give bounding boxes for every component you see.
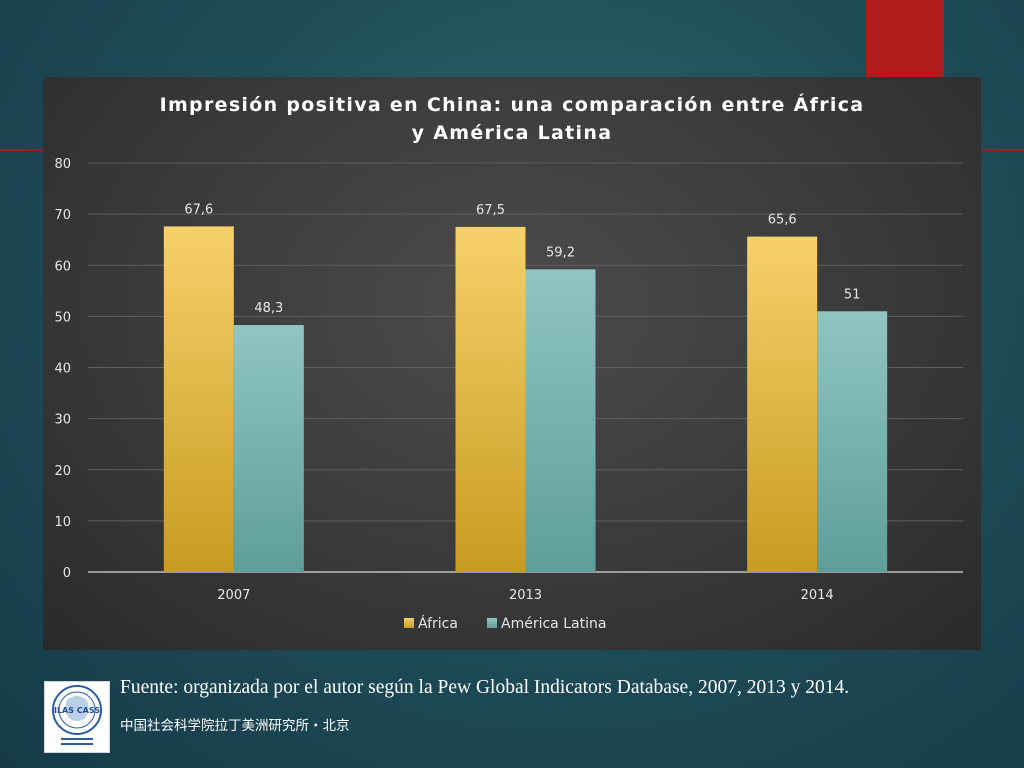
bar-africa-2014 [747,236,818,572]
y-tick-label: 70 [54,208,71,223]
data-label-africa-2007: 67,6 [184,202,213,217]
bar-africa-2007 [163,226,234,572]
chart-title-line-2: y América Latina [412,122,613,144]
data-label-latam-2007: 48,3 [254,301,283,316]
bar-latam-2014 [817,311,888,572]
y-tick-label: 40 [54,362,71,377]
chart-panel: Impresión positiva en China: una compara… [43,77,981,650]
y-tick-label: 60 [54,259,71,274]
legend-swatch-africa [404,618,414,628]
ilas-cass-logo: ILAS CASS [44,681,110,753]
y-tick-label: 0 [63,566,71,581]
data-label-africa-2014: 65,6 [768,213,797,228]
legend-label-africa: África [418,615,458,632]
x-tick-label: 2013 [509,588,542,603]
chart-title-line-1: Impresión positiva en China: una compara… [160,93,865,116]
y-tick-label: 50 [54,310,71,325]
bar-latam-2013 [525,269,596,572]
y-tick-label: 10 [54,515,71,530]
red-accent-tab [866,0,944,78]
y-tick-label: 20 [54,464,71,479]
legend-label-latam: América Latina [501,616,606,632]
logo-text: ILAS CASS [54,706,100,715]
red-accent-line-right [981,149,1024,151]
red-accent-line-left [0,149,43,151]
data-label-latam-2013: 59,2 [546,245,575,260]
x-tick-label: 2007 [217,588,250,603]
data-label-africa-2013: 67,5 [476,203,505,218]
source-note: Fuente: organizada por el autor según la… [120,677,850,698]
bar-chart: Impresión positiva en China: una compara… [54,93,963,632]
legend-swatch-latam [487,618,497,628]
data-label-latam-2014: 51 [844,287,861,302]
y-tick-label: 30 [54,413,71,428]
institute-name: 中国社会科学院拉丁美洲研究所・北京 [120,718,350,734]
bar-latam-2007 [233,325,304,572]
y-tick-label: 80 [54,157,71,172]
bar-africa-2013 [455,226,526,572]
x-tick-label: 2014 [801,588,834,603]
